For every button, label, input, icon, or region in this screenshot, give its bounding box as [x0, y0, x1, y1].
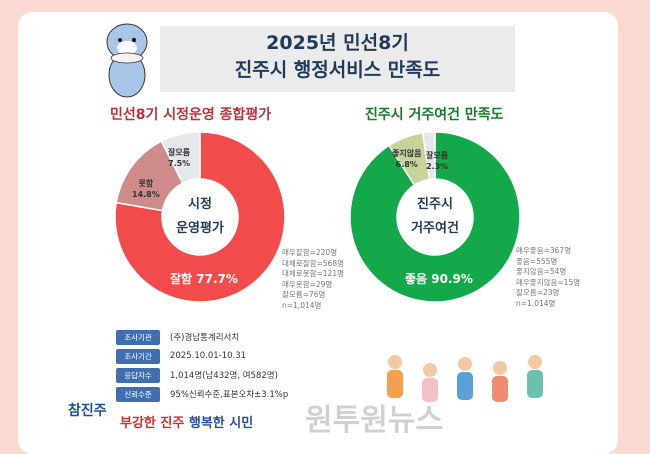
slice-label-bad: 못함 14.8%: [132, 179, 160, 199]
info-row: 응답자수 1,014명(남432명, 여582명): [116, 366, 288, 384]
right-center-label: 진주시 거주여건: [395, 193, 475, 241]
info-row: 신뢰수준 95%신뢰수준,표본오차±3.1%p: [116, 385, 288, 403]
left-center-label: 시정 운영평가: [160, 193, 240, 241]
people-illustration: [387, 355, 543, 402]
info-value: 2025.10.01-10.31: [170, 351, 247, 361]
title-line-2: 진주시 행정서비스 만족도: [234, 59, 441, 81]
info-tag: 신뢰수준: [116, 386, 160, 402]
survey-info: 조사기관 (주)경남통계리서치 조사기간 2025.10.01-10.31 응답자수…: [116, 328, 288, 404]
info-tag: 응답자수: [116, 367, 160, 383]
slice-label-unknown: 잘모름 7.5%: [168, 148, 191, 168]
info-value: (주)경남통계리서치: [170, 333, 240, 343]
info-row: 조사기간 2025.10.01-10.31: [116, 347, 288, 365]
left-chart-title: 민선8기 시정운영 종합평가: [110, 107, 272, 123]
info-value: 95%신뢰수준,표본오차±3.1%p: [170, 390, 289, 400]
slogan: 부강한 진주 행복한 시민: [120, 416, 254, 431]
slice-label-good: 잘함 77.7%: [170, 272, 238, 286]
center-label-line: 진주시: [417, 197, 453, 212]
city-logo: 참진주: [68, 403, 107, 419]
title-box: [160, 26, 515, 92]
title-line-1: 2025년 민선8기: [266, 32, 409, 54]
info-value: 1,014명(남432명, 여582명): [170, 371, 278, 381]
center-label-line: 운영평가: [176, 221, 224, 236]
donut-slice-좋음: [349, 131, 521, 303]
center-label-line: 시정: [188, 197, 212, 212]
slice-label-good: 좋음 90.9%: [405, 272, 473, 286]
info-row: 조사기관 (주)경남통계리서치: [116, 328, 288, 346]
slice-label-unknown: 잘모름 2.3%: [426, 151, 449, 171]
slice-label-notgood: 좋지않음 6.8%: [392, 149, 422, 169]
watermark: 원투원뉴스: [305, 403, 443, 438]
page-title: 2025년 민선8기 진주시 행정서비스 만족도: [160, 30, 515, 84]
mascot-illustration: [106, 23, 148, 98]
info-tag: 조사기관: [116, 329, 160, 345]
donut-slice-잘모름: [160, 131, 201, 185]
donut-slice-잘모름: [421, 131, 436, 181]
left-legend: 매우잘함=220명 대체로잘함=568명 대체로못함=121명 매우못함=29명 잘모…: [282, 248, 344, 310]
donut-slice-잘함: [114, 131, 286, 303]
info-tag: 조사기간: [116, 348, 160, 364]
right-chart-title: 진주시 거주여건 만족도: [365, 107, 504, 123]
center-label-line: 거주여건: [411, 221, 459, 236]
right-legend: 매우좋음=367명 좋음=555명 좋지않음=54명 매우좋지않음=15명 잘모름=2…: [516, 246, 581, 308]
